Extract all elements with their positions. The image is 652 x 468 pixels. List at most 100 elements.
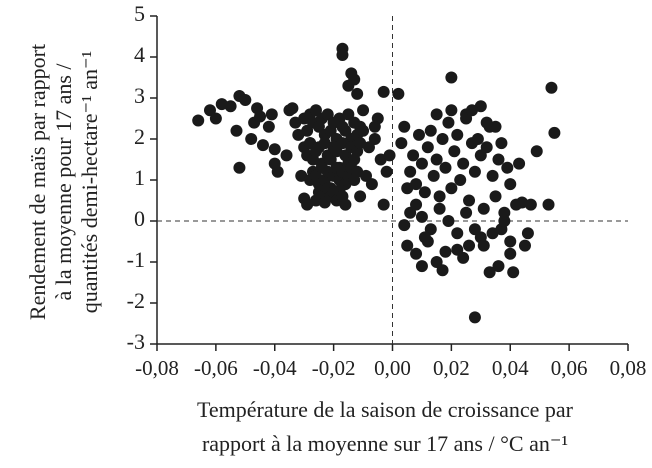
y-tick-label: 1 (134, 165, 145, 190)
point (504, 247, 517, 260)
point (463, 194, 476, 207)
point (351, 87, 364, 100)
point (424, 124, 437, 137)
point (430, 153, 443, 166)
point (380, 165, 393, 178)
point (498, 206, 511, 219)
point (451, 128, 464, 141)
point (268, 143, 281, 156)
x-tick-label: -0,04 (253, 356, 297, 380)
point (383, 149, 396, 162)
point (354, 190, 367, 203)
point (468, 311, 481, 324)
point (395, 137, 408, 150)
point (504, 235, 517, 248)
point (454, 174, 467, 186)
point (209, 112, 222, 125)
x-tick-label: 0,00 (374, 356, 411, 380)
y-tick-label: 2 (134, 124, 145, 149)
y-label-line: à la moyenne pour 17 ans / (51, 63, 76, 301)
y-tick-label: 4 (134, 42, 145, 67)
point (412, 128, 425, 141)
point (439, 245, 452, 258)
point (410, 198, 423, 211)
point (439, 161, 452, 174)
point (268, 157, 281, 170)
point (492, 260, 505, 273)
point (365, 178, 378, 191)
point (192, 114, 205, 127)
x-tick-label: -0,06 (194, 356, 238, 380)
point (436, 133, 449, 145)
point (442, 215, 455, 227)
x-tick-label: 0,04 (492, 356, 529, 380)
point (498, 215, 511, 227)
point (524, 198, 537, 211)
point (407, 149, 420, 162)
point (468, 165, 481, 178)
point (480, 116, 493, 129)
x-label-line: Température de la saison de croissance p… (197, 397, 574, 422)
point (339, 198, 352, 211)
point (477, 202, 490, 215)
y-label-line: quantités demi-hectare⁻¹ an⁻¹ (77, 51, 102, 313)
point (433, 190, 446, 203)
point (245, 133, 258, 145)
point (483, 266, 496, 279)
point (445, 182, 458, 195)
point (368, 133, 381, 145)
x-tick-label: -0,08 (135, 356, 179, 380)
y-tick-label: 0 (134, 206, 145, 231)
point (501, 161, 514, 174)
point (368, 120, 381, 133)
x-tick-label: 0,08 (610, 356, 647, 380)
point (430, 108, 443, 121)
point (336, 48, 349, 61)
x-label-line: rapport à la moyenne sur 17 ans / °C an⁻… (202, 431, 568, 456)
point (521, 227, 534, 240)
point (468, 223, 481, 236)
point (457, 157, 470, 170)
point (230, 124, 243, 137)
y-tick-label: 3 (134, 83, 145, 108)
point (398, 219, 411, 232)
point (433, 202, 446, 215)
y-tick-label: 5 (134, 1, 145, 26)
point (442, 116, 455, 129)
point (457, 251, 470, 264)
point (280, 149, 293, 162)
point (286, 102, 299, 115)
point (463, 239, 476, 252)
point (224, 100, 237, 113)
point (262, 120, 275, 133)
point (418, 186, 431, 199)
x-tick-label: 0,06 (551, 356, 588, 380)
point (510, 198, 523, 211)
point (377, 85, 390, 98)
point (418, 231, 431, 244)
point (404, 165, 417, 178)
point (548, 126, 561, 139)
point (448, 145, 461, 158)
point (427, 169, 440, 182)
point (542, 198, 555, 211)
point (518, 239, 531, 252)
point (342, 79, 355, 92)
point (460, 206, 473, 219)
point (530, 145, 543, 158)
point (451, 227, 464, 240)
point (486, 169, 499, 182)
x-tick-label: -0,02 (312, 356, 356, 380)
point (495, 137, 508, 150)
point (239, 94, 252, 107)
y-tick-label: -2 (127, 288, 145, 313)
point (401, 239, 414, 252)
y-axis-label: Rendement de maïs par rapport à la moyen… (25, 44, 102, 320)
point (410, 247, 423, 260)
point (504, 178, 517, 191)
x-tick-label: 0,02 (433, 356, 470, 380)
point (465, 104, 478, 117)
point (377, 198, 390, 211)
point (513, 157, 526, 170)
